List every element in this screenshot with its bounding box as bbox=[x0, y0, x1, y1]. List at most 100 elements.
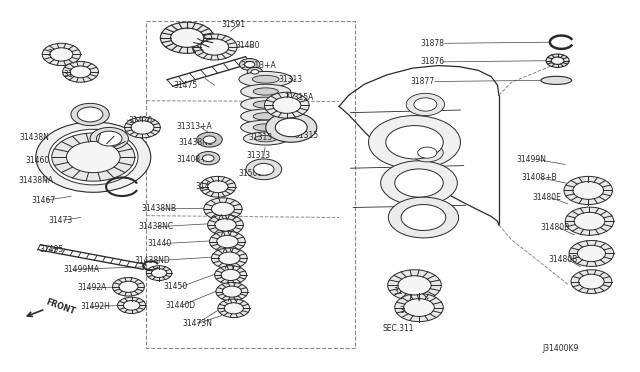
Circle shape bbox=[50, 48, 73, 61]
Text: 31878: 31878 bbox=[421, 39, 445, 48]
Ellipse shape bbox=[241, 109, 291, 124]
Text: 31473: 31473 bbox=[49, 216, 73, 225]
Text: 31475: 31475 bbox=[173, 81, 197, 90]
Text: 31876: 31876 bbox=[421, 57, 445, 66]
Circle shape bbox=[395, 169, 444, 197]
Text: 31492H: 31492H bbox=[81, 302, 110, 311]
Circle shape bbox=[63, 61, 99, 82]
Circle shape bbox=[273, 97, 301, 113]
Circle shape bbox=[386, 126, 444, 159]
Text: 31467: 31467 bbox=[31, 196, 56, 205]
Circle shape bbox=[200, 39, 228, 55]
Circle shape bbox=[219, 252, 240, 264]
Circle shape bbox=[222, 286, 241, 297]
Text: 31877: 31877 bbox=[411, 77, 435, 86]
Text: 31480B: 31480B bbox=[540, 223, 570, 232]
Ellipse shape bbox=[241, 84, 291, 99]
Circle shape bbox=[171, 28, 204, 47]
Ellipse shape bbox=[239, 71, 292, 87]
Circle shape bbox=[244, 61, 255, 67]
Circle shape bbox=[203, 136, 216, 143]
Circle shape bbox=[67, 141, 120, 173]
Circle shape bbox=[211, 202, 234, 216]
Circle shape bbox=[204, 198, 242, 220]
Circle shape bbox=[124, 301, 140, 310]
Ellipse shape bbox=[241, 97, 291, 112]
Circle shape bbox=[224, 303, 243, 314]
Circle shape bbox=[207, 215, 243, 235]
Ellipse shape bbox=[243, 132, 288, 145]
Circle shape bbox=[395, 294, 444, 322]
Circle shape bbox=[209, 231, 245, 252]
Text: 31438NB: 31438NB bbox=[141, 205, 176, 214]
Circle shape bbox=[275, 118, 307, 137]
Circle shape bbox=[418, 147, 437, 158]
Circle shape bbox=[564, 176, 612, 205]
Circle shape bbox=[71, 103, 109, 126]
Circle shape bbox=[211, 248, 247, 269]
Ellipse shape bbox=[255, 135, 277, 142]
Circle shape bbox=[406, 93, 445, 116]
Ellipse shape bbox=[252, 76, 279, 83]
Circle shape bbox=[42, 43, 81, 65]
Circle shape bbox=[404, 299, 435, 317]
Text: 31313: 31313 bbox=[248, 133, 273, 142]
Text: 31438ND: 31438ND bbox=[135, 256, 170, 265]
Circle shape bbox=[200, 176, 236, 197]
Circle shape bbox=[216, 282, 248, 301]
Circle shape bbox=[574, 212, 605, 230]
Ellipse shape bbox=[253, 113, 278, 120]
Circle shape bbox=[401, 205, 446, 231]
Circle shape bbox=[239, 58, 260, 70]
Text: 31499N: 31499N bbox=[516, 155, 547, 164]
Circle shape bbox=[388, 270, 442, 301]
Circle shape bbox=[214, 266, 246, 284]
Text: 31492A: 31492A bbox=[77, 283, 107, 292]
Circle shape bbox=[571, 270, 612, 294]
Circle shape bbox=[565, 207, 614, 235]
Text: 31460: 31460 bbox=[25, 155, 49, 164]
Circle shape bbox=[113, 278, 145, 296]
Text: 31408+B: 31408+B bbox=[521, 173, 557, 182]
Circle shape bbox=[412, 143, 444, 162]
Text: 31408+A: 31408+A bbox=[176, 155, 212, 164]
Circle shape bbox=[77, 107, 103, 122]
Ellipse shape bbox=[241, 120, 291, 135]
Text: 31493: 31493 bbox=[400, 306, 424, 315]
Circle shape bbox=[546, 54, 569, 67]
Circle shape bbox=[97, 131, 122, 146]
Text: J31400K9: J31400K9 bbox=[542, 344, 579, 353]
Circle shape bbox=[90, 128, 129, 150]
Circle shape bbox=[70, 66, 91, 78]
Circle shape bbox=[217, 235, 238, 248]
Circle shape bbox=[414, 98, 437, 111]
Circle shape bbox=[398, 276, 431, 295]
Circle shape bbox=[131, 121, 154, 134]
Circle shape bbox=[369, 116, 461, 169]
Circle shape bbox=[215, 219, 236, 231]
Circle shape bbox=[52, 133, 135, 181]
Ellipse shape bbox=[253, 88, 278, 95]
Circle shape bbox=[221, 269, 240, 280]
Text: 31313+A: 31313+A bbox=[176, 122, 212, 131]
Text: 31495: 31495 bbox=[39, 245, 63, 254]
Circle shape bbox=[264, 92, 309, 118]
Ellipse shape bbox=[49, 129, 138, 185]
Circle shape bbox=[246, 159, 282, 180]
Text: 314B0: 314B0 bbox=[236, 41, 260, 51]
Text: 31315A: 31315A bbox=[285, 93, 314, 102]
Circle shape bbox=[253, 163, 274, 175]
Circle shape bbox=[218, 299, 250, 318]
Ellipse shape bbox=[541, 76, 572, 84]
Circle shape bbox=[569, 240, 614, 266]
Circle shape bbox=[152, 269, 167, 278]
Text: 31450: 31450 bbox=[164, 282, 188, 291]
Text: 31313: 31313 bbox=[246, 151, 271, 160]
Circle shape bbox=[147, 266, 172, 280]
Text: 31438NA: 31438NA bbox=[19, 176, 54, 185]
Text: 31591: 31591 bbox=[221, 20, 245, 29]
Circle shape bbox=[579, 274, 604, 289]
Circle shape bbox=[196, 132, 222, 147]
Text: 31480B: 31480B bbox=[548, 255, 578, 264]
Text: 31550: 31550 bbox=[63, 70, 88, 79]
